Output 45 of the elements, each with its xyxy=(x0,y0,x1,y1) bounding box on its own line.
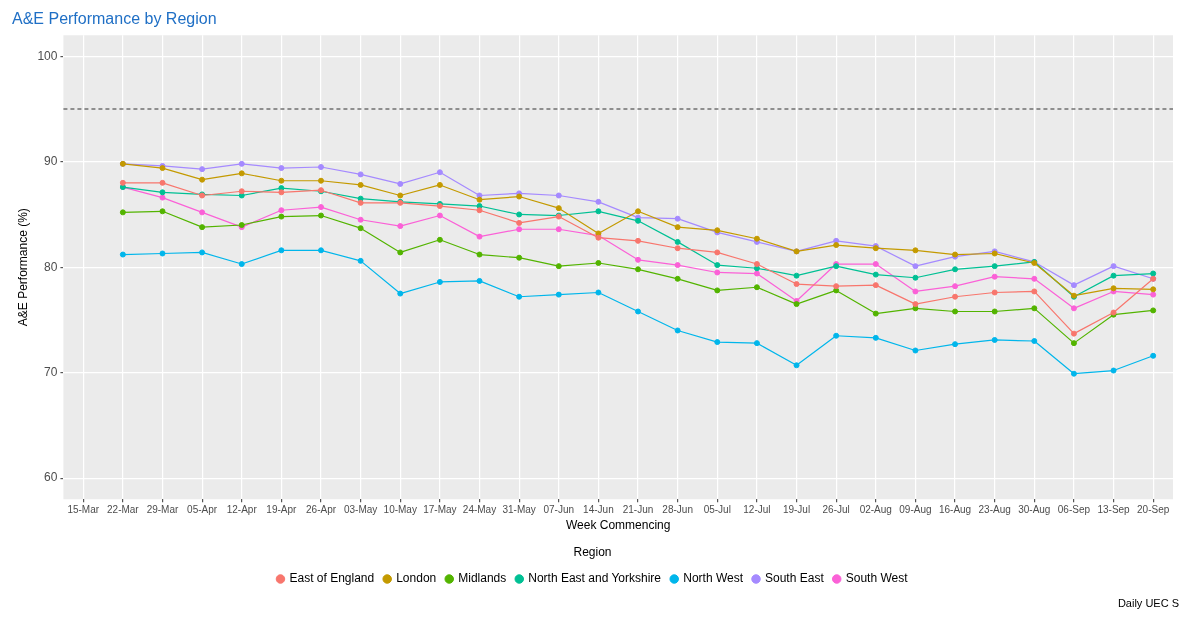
x-tick-label: 31-May xyxy=(502,503,536,515)
x-tick-label: 15-Mar xyxy=(67,503,100,515)
x-tick-label: 05-Jul xyxy=(703,503,731,515)
text: Daily UEC S xyxy=(1117,596,1179,609)
y-tick-label: 70 xyxy=(44,364,58,379)
x-tick-label: 07-Jun xyxy=(543,503,575,515)
x-tick-label: 29-Mar xyxy=(146,503,179,515)
x-tick-label: 17-May xyxy=(423,503,457,515)
legend-label: North East and Yorkshire xyxy=(528,571,662,586)
legend-label: South West xyxy=(845,571,909,586)
x-tick-label: 19-Apr xyxy=(266,503,298,515)
y-axis-title: A&E Performance (%) xyxy=(15,208,30,327)
x-tick-label: 14-Jun xyxy=(583,503,614,515)
legend-label: South East xyxy=(765,571,825,586)
x-tick-label: 10-May xyxy=(383,503,417,515)
y-tick-label: 60 xyxy=(44,470,58,485)
x-tick-label: 12-Jul xyxy=(743,503,771,515)
legend-label: Midlands xyxy=(458,571,507,586)
legend-title: Region xyxy=(573,544,612,559)
x-tick-label: 16-Aug xyxy=(938,503,972,515)
legend-label: East of England xyxy=(289,571,375,586)
x-tick-label: 09-Aug xyxy=(899,503,932,515)
legend-label: London xyxy=(396,571,437,586)
x-axis-title: Week Commencing xyxy=(565,517,671,532)
x-tick-label: 28-Jun xyxy=(662,503,693,515)
y-tick-label: 100 xyxy=(37,48,58,63)
x-tick-label: 05-Apr xyxy=(187,503,218,515)
x-tick-label: 12-Apr xyxy=(226,503,258,515)
x-tick-label: 26-Jul xyxy=(822,503,850,515)
x-tick-label: 24-May xyxy=(462,503,497,515)
x-tick-label: 20-Sep xyxy=(1137,503,1170,515)
chart-title: A&E Performance by Region xyxy=(12,10,217,28)
legend-label: North West xyxy=(683,571,744,586)
x-tick-label: 22-Mar xyxy=(107,503,140,515)
x-tick-label: 02-Aug xyxy=(859,503,892,515)
x-tick-label: 26-Apr xyxy=(305,503,337,515)
x-tick-label: 19-Jul xyxy=(782,503,811,515)
x-tick-label: 21-Jun xyxy=(622,503,654,515)
y-tick-label: 90 xyxy=(44,154,58,169)
x-tick-label: 23-Aug xyxy=(978,503,1011,515)
y-tick-label: 80 xyxy=(44,259,58,274)
x-tick-label: 13-Sep xyxy=(1097,503,1131,515)
x-tick-label: 06-Sep xyxy=(1057,503,1091,515)
x-tick-label: 30-Aug xyxy=(1018,503,1051,515)
x-tick-label: 03-May xyxy=(343,503,378,515)
